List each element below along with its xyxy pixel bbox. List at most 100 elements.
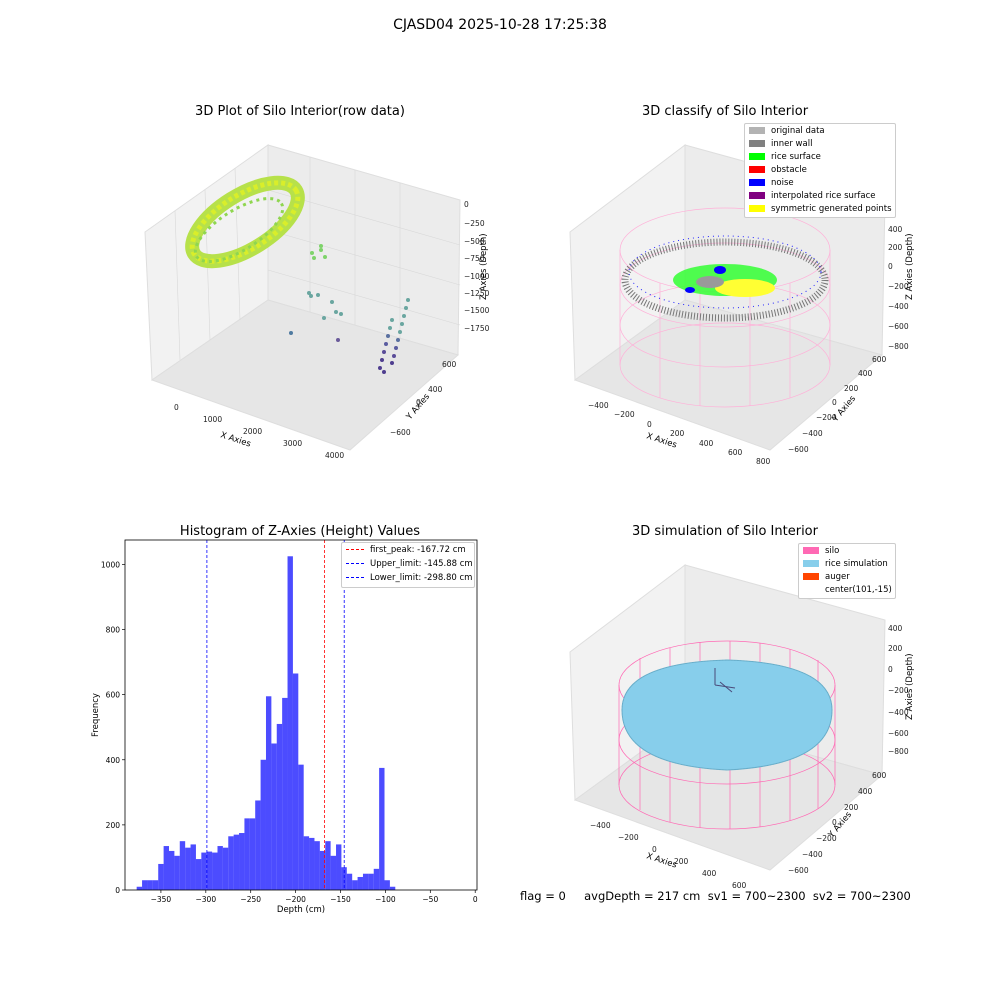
hist-xtick-label: −100 (375, 895, 396, 904)
histogram-yticks: 0 200 400 600 800 1000 (101, 560, 125, 895)
raw-xtick: 4000 (325, 451, 344, 460)
raw-ztick: 0 (464, 200, 469, 209)
histogram-bar (190, 844, 196, 890)
histogram-bar (239, 833, 245, 890)
histogram-bar (206, 851, 213, 890)
classify-ytick: −400 (802, 429, 823, 438)
legend-label: rice surface (771, 152, 821, 162)
hist-xtick-label: −50 (422, 895, 438, 904)
classify-pane-walls (569, 143, 886, 451)
classify-noise (628, 235, 822, 309)
legend-item: center(101,-15) (803, 585, 892, 596)
classify-xtick: −200 (614, 410, 635, 419)
legend-label: noise (771, 178, 794, 188)
histogram-bar (179, 841, 186, 890)
classify-ztick: −400 (888, 302, 909, 311)
histogram-bar (244, 818, 250, 890)
sim-xtick: 600 (732, 881, 747, 890)
histogram-bar (271, 743, 277, 890)
simulation-panel-title: 3D simulation of Silo Interior (632, 524, 818, 539)
hist-xtick-label: −250 (240, 895, 261, 904)
hist-xtick-label: −200 (285, 895, 306, 904)
classify-ytick: −200 (816, 413, 837, 422)
histogram-bar (287, 556, 293, 890)
classify-legend: original data inner wall rice surface ob… (744, 123, 896, 218)
classify-ytick: 200 (844, 384, 859, 393)
classify-xtick: 400 (699, 439, 714, 448)
sim-xtick: −400 (590, 821, 611, 830)
histogram-chart: −350 −300 −250 −200 −150 −100 −50 0 0 200 400 600 8… (91, 539, 478, 915)
raw-ztick: −1500 (464, 306, 490, 315)
legend-label: auger (825, 572, 850, 582)
histogram-bar (325, 841, 331, 890)
histogram-bar (163, 846, 169, 890)
legend-swatch (749, 179, 765, 186)
raw-scatter-points (289, 244, 410, 374)
sim-xtick: −200 (618, 833, 639, 842)
histogram-bar (201, 852, 207, 890)
hist-panel-title: Histogram of Z-Axies (Height) Values (179, 524, 421, 539)
hist-xtick-label: −150 (330, 895, 351, 904)
raw-xtick: 0 (174, 403, 179, 412)
histogram-bar (389, 886, 396, 890)
histogram-bar (298, 764, 304, 890)
legend-swatch (749, 140, 765, 147)
simulation-legend: silo rice simulation auger center(101,-1… (798, 543, 896, 599)
sim-ytick: 400 (858, 787, 873, 796)
histogram-bar (222, 847, 229, 890)
sim-ytick: −600 (788, 866, 809, 875)
legend-item: interpolated rice surface (749, 191, 876, 202)
histogram-bar (379, 767, 385, 890)
histogram-bar (368, 873, 374, 890)
legend-swatch (803, 547, 819, 554)
classify-rice-surface (673, 264, 777, 297)
classify-xtick: 800 (756, 457, 771, 466)
sim-ytick: 0 (832, 818, 837, 827)
histogram-bar (260, 759, 266, 890)
histogram-bar (336, 844, 342, 890)
sim-ztick: −400 (888, 708, 909, 717)
raw-ytick: 600 (442, 360, 457, 369)
legend-label: center(101,-15) (825, 585, 892, 595)
histogram-bar (362, 873, 369, 890)
classify-xtick: 0 (647, 420, 652, 429)
hist-ytick-label: 200 (106, 821, 121, 830)
histogram-bar (147, 880, 153, 890)
legend-label: silo (825, 546, 840, 556)
hist-ytick-label: 0 (115, 886, 120, 895)
histogram-bar (174, 855, 180, 890)
legend-line (346, 577, 364, 578)
classify-panel-title: 3D classify of Silo Interior (641, 104, 809, 119)
raw-xtick: 3000 (283, 439, 302, 448)
classify-xtick: 600 (728, 448, 743, 457)
histogram-bar (217, 846, 223, 890)
legend-label: interpolated rice surface (771, 191, 876, 201)
classify-ytick: 600 (872, 355, 887, 364)
classify-ytick: −600 (788, 445, 809, 454)
hist-xtick-label: 0 (473, 895, 478, 904)
classify-inner-wall (621, 238, 829, 322)
sim-ytick: −200 (816, 834, 837, 843)
sim-ytick: 200 (844, 803, 859, 812)
histogram-bar (309, 837, 315, 890)
histogram-bar (352, 880, 358, 890)
hist-ytick-label: 1000 (101, 560, 120, 569)
raw-ring-points (185, 175, 305, 269)
histogram-bar (265, 696, 272, 890)
histogram-legend: first_peak: -167.72 cm Upper_limit: -145… (341, 542, 475, 588)
raw-ytick: 400 (428, 385, 443, 394)
histogram-xticks: −350 −300 −250 −200 −150 −100 −50 0 (151, 890, 478, 904)
legend-line (346, 549, 364, 550)
classify-3d-plot: −400 −200 0 200 400 600 800 600 400 200 … (569, 143, 915, 466)
hist-ylabel: Frequency (91, 693, 101, 737)
sim-ztick: 200 (888, 644, 903, 653)
classify-ztick: −200 (888, 282, 909, 291)
histogram-bar (319, 850, 326, 890)
raw-panel-title: 3D Plot of Silo Interior(row data) (195, 104, 405, 119)
histogram-bar (282, 697, 288, 890)
classify-ztick: 400 (888, 225, 903, 234)
legend-swatch (803, 573, 819, 580)
classify-ztick: −600 (888, 322, 909, 331)
histogram-bar (233, 834, 240, 890)
raw-ztick: −500 (464, 237, 485, 246)
